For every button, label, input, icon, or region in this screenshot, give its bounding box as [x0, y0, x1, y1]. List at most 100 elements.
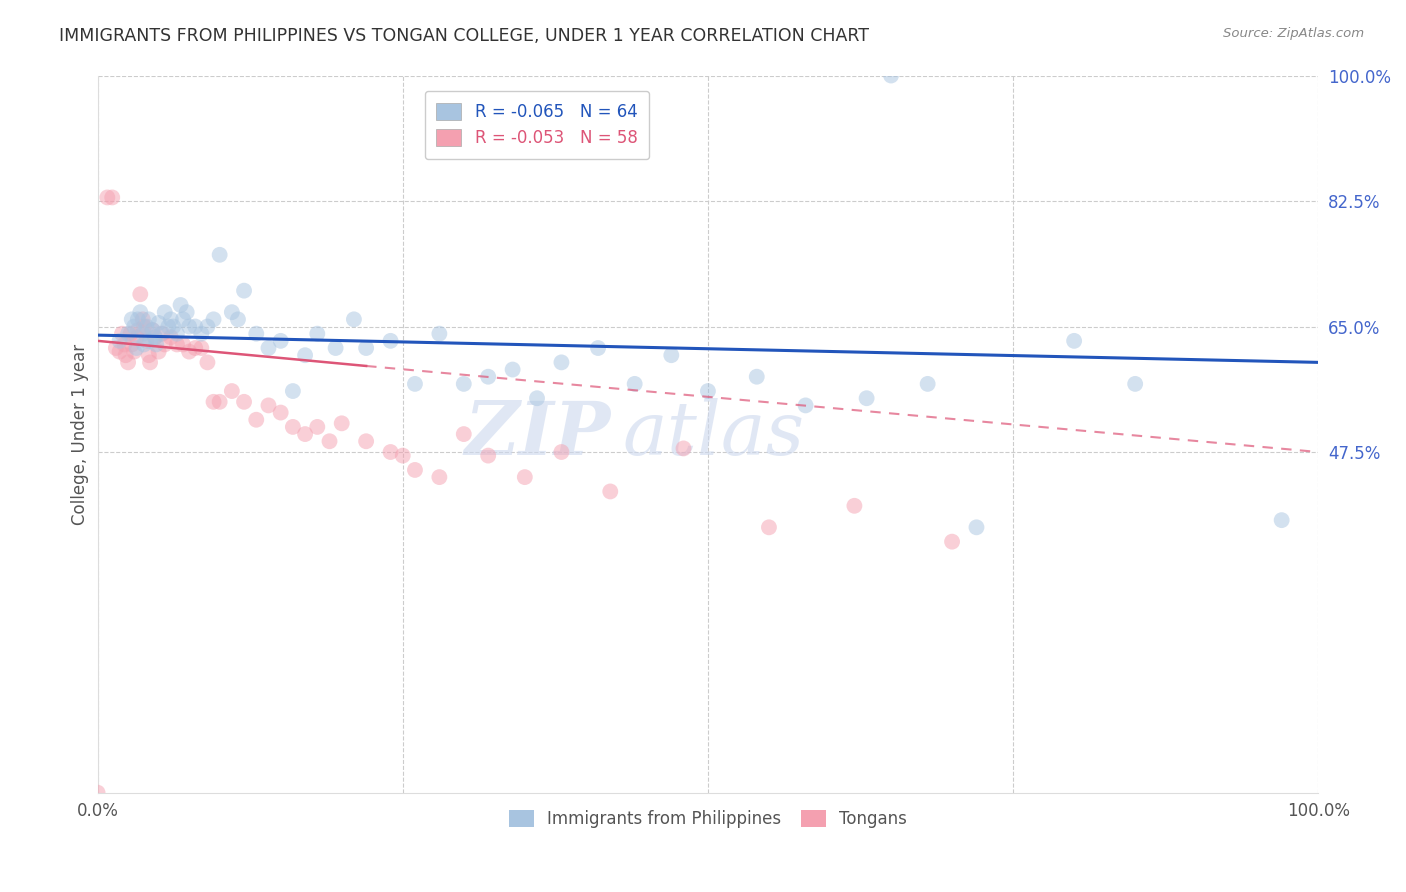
Point	[453, 427, 475, 442]
Point	[135, 334, 157, 348]
Point	[120, 326, 142, 341]
Point	[132, 319, 155, 334]
Point	[233, 284, 256, 298]
Point	[221, 305, 243, 319]
Point	[513, 470, 536, 484]
Point	[190, 341, 212, 355]
Point	[121, 312, 143, 326]
Point	[586, 341, 609, 355]
Point	[307, 420, 329, 434]
Point	[270, 334, 292, 348]
Point	[745, 369, 768, 384]
Point	[101, 190, 124, 204]
Point	[245, 413, 267, 427]
Text: ZIP: ZIP	[464, 398, 610, 470]
Point	[294, 427, 316, 442]
Point	[855, 391, 877, 405]
Point	[86, 786, 108, 800]
Point	[150, 326, 173, 341]
Point	[343, 312, 366, 326]
Point	[197, 319, 219, 334]
Point	[281, 420, 304, 434]
Point	[404, 463, 426, 477]
Point	[108, 344, 131, 359]
Point	[143, 330, 166, 344]
Point	[1123, 376, 1146, 391]
Point	[117, 355, 139, 369]
Point	[453, 376, 475, 391]
Point	[941, 534, 963, 549]
Point	[917, 376, 939, 391]
Point	[153, 305, 176, 319]
Point	[599, 484, 621, 499]
Point	[139, 334, 162, 348]
Point	[153, 337, 176, 351]
Point	[672, 442, 695, 456]
Point	[318, 434, 340, 449]
Point	[159, 330, 181, 344]
Point	[245, 326, 267, 341]
Point	[477, 369, 499, 384]
Point	[139, 355, 162, 369]
Point	[132, 312, 155, 326]
Point	[208, 248, 231, 262]
Point	[270, 406, 292, 420]
Point	[159, 312, 181, 326]
Point	[380, 334, 402, 348]
Point	[330, 417, 353, 431]
Point	[281, 384, 304, 398]
Point	[202, 312, 225, 326]
Point	[179, 319, 201, 334]
Point	[325, 341, 347, 355]
Point	[132, 326, 155, 341]
Legend: Immigrants from Philippines, Tongans: Immigrants from Philippines, Tongans	[502, 803, 914, 835]
Point	[880, 69, 903, 83]
Point	[526, 391, 548, 405]
Y-axis label: College, Under 1 year: College, Under 1 year	[72, 343, 89, 524]
Point	[108, 334, 131, 348]
Point	[404, 376, 426, 391]
Text: atlas: atlas	[623, 398, 804, 470]
Point	[380, 445, 402, 459]
Point	[427, 470, 450, 484]
Point	[132, 337, 155, 351]
Point	[427, 326, 450, 341]
Point	[179, 344, 201, 359]
Point	[125, 330, 148, 344]
Point	[96, 190, 118, 204]
Point	[148, 344, 170, 359]
Point	[148, 316, 170, 330]
Point	[233, 394, 256, 409]
Point	[150, 326, 173, 341]
Point	[184, 319, 207, 334]
Text: IMMIGRANTS FROM PHILIPPINES VS TONGAN COLLEGE, UNDER 1 YEAR CORRELATION CHART: IMMIGRANTS FROM PHILIPPINES VS TONGAN CO…	[59, 27, 869, 45]
Point	[226, 312, 249, 326]
Point	[257, 398, 280, 412]
Point	[354, 434, 377, 449]
Point	[145, 337, 167, 351]
Point	[127, 312, 149, 326]
Point	[659, 348, 682, 362]
Point	[623, 376, 645, 391]
Point	[104, 341, 127, 355]
Point	[307, 326, 329, 341]
Point	[141, 323, 163, 337]
Point	[202, 394, 225, 409]
Point	[122, 319, 145, 334]
Point	[166, 337, 188, 351]
Point	[166, 326, 188, 341]
Point	[111, 326, 134, 341]
Point	[294, 348, 316, 362]
Point	[550, 355, 572, 369]
Point	[391, 449, 413, 463]
Point	[157, 319, 180, 334]
Point	[758, 520, 780, 534]
Point	[172, 337, 194, 351]
Point	[184, 341, 207, 355]
Point	[135, 319, 157, 334]
Point	[114, 348, 136, 362]
Point	[794, 398, 817, 412]
Point	[966, 520, 988, 534]
Point	[197, 355, 219, 369]
Point	[1271, 513, 1294, 527]
